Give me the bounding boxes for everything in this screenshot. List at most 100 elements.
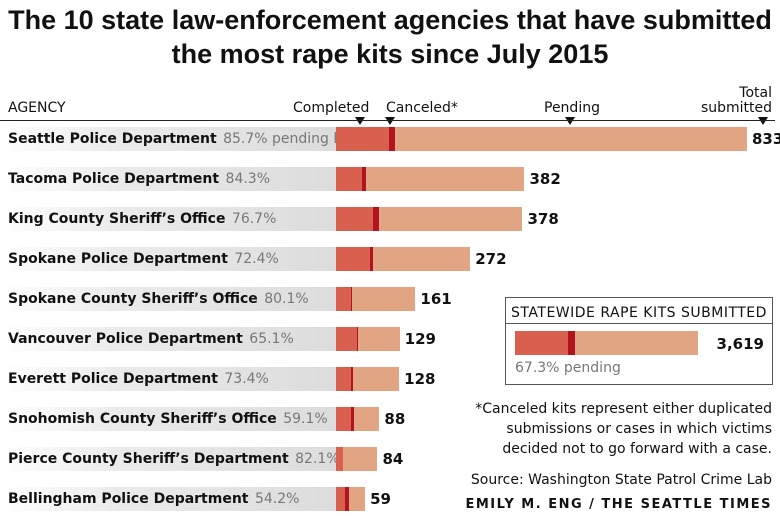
agency-name: Vancouver Police Department xyxy=(8,331,243,347)
label-background xyxy=(0,327,336,351)
completed-header: Completed xyxy=(293,100,370,116)
pending-segment xyxy=(343,447,378,471)
pending-segment xyxy=(379,207,523,231)
canceled-segment xyxy=(388,127,395,151)
statewide-divider xyxy=(506,323,772,324)
agency-name: King County Sheriff’s Office xyxy=(8,211,226,227)
chart-title-line-2: the most rape kits since July 2015 xyxy=(171,39,609,69)
canceled-header: Canceled* xyxy=(386,100,458,116)
total-value-label: 59 xyxy=(370,490,391,508)
pending-percent: 54.2% xyxy=(254,491,300,507)
total-value-label: 128 xyxy=(404,370,436,388)
pending-percent: 72.4% xyxy=(234,251,279,267)
agency-label: Pierce County Sheriff’s Department 82.1% xyxy=(8,447,340,471)
completed-segment xyxy=(336,367,352,391)
agency-name: Tacoma Police Department xyxy=(8,171,220,187)
completed-segment xyxy=(336,447,344,471)
statewide-box: STATEWIDE RAPE KITS SUBMITTED 3,619 67.3… xyxy=(505,297,773,385)
chart-title-line-1: The 10 state law-enforcement agencies th… xyxy=(8,5,772,35)
source-text: Source: Washington State Patrol Crime La… xyxy=(470,472,772,488)
completed-pointer-arrow xyxy=(355,117,365,125)
note-line-2: submissions or cases in which victims xyxy=(506,421,772,437)
agency-name: Bellingham Police Department xyxy=(8,491,249,507)
pending-segment xyxy=(358,327,400,351)
completed-segment xyxy=(336,167,363,191)
pending-pointer-arrow xyxy=(565,117,575,125)
label-background xyxy=(0,367,336,391)
canceled-segment xyxy=(345,487,350,511)
agency-column-header: AGENCY xyxy=(8,100,66,116)
canceled-segment xyxy=(356,327,359,351)
agency-name: Everett Police Department xyxy=(8,371,218,387)
label-background xyxy=(0,167,336,191)
agency-name: Spokane County Sheriff’s Office xyxy=(8,291,258,307)
label-background xyxy=(0,407,336,431)
agency-label: Vancouver Police Department 65.1% xyxy=(8,327,294,351)
pending-segment xyxy=(365,167,525,191)
statewide-total: 3,619 xyxy=(716,335,764,353)
note-line-1: *Canceled kits represent either duplicat… xyxy=(475,401,772,417)
pending-segment xyxy=(351,287,416,311)
agency-label: Snohomish County Sheriff’s Office 59.1% xyxy=(8,407,328,431)
agency-label: Seattle Police Department 85.7% pending … xyxy=(8,127,358,151)
statewide-canceled-segment xyxy=(568,331,575,355)
pending-header: Pending xyxy=(544,100,600,116)
label-background xyxy=(0,127,336,151)
pending-segment xyxy=(373,247,471,271)
total-value-label: 129 xyxy=(404,330,436,348)
pending-segment xyxy=(352,367,400,391)
pending-percent: 82.1% xyxy=(295,451,340,467)
completed-segment xyxy=(336,327,357,351)
total-header-line-1: Total xyxy=(739,85,772,101)
total-value-label: 272 xyxy=(475,250,507,268)
canceled-segment xyxy=(350,407,354,431)
canceled-pointer-arrow xyxy=(385,117,395,125)
total-pointer-arrow xyxy=(758,117,768,125)
agency-label: Tacoma Police Department 84.3% xyxy=(8,167,270,191)
pending-segment xyxy=(349,487,366,511)
statewide-title: STATEWIDE RAPE KITS SUBMITTED xyxy=(511,305,767,321)
agency-name: Snohomish County Sheriff’s Office xyxy=(8,411,277,427)
statewide-pending-segment xyxy=(574,331,698,355)
completed-segment xyxy=(336,127,389,151)
total-value-label: 84 xyxy=(382,450,404,468)
agency-name: Spokane Police Department xyxy=(8,251,228,267)
pending-percent: 65.1% xyxy=(249,331,294,347)
total-value-label: 833 xyxy=(752,130,780,148)
pending-segment xyxy=(394,127,747,151)
total-value-label: 378 xyxy=(527,210,559,228)
pending-percent: 80.1% xyxy=(264,291,309,307)
completed-segment xyxy=(336,487,346,511)
label-background xyxy=(0,287,336,311)
pending-percent: 85.7% pending kits xyxy=(223,131,359,147)
pending-percent: 73.4% xyxy=(224,371,269,387)
canceled-segment xyxy=(373,207,380,231)
label-background xyxy=(0,247,336,271)
credit-text: EMILY M. ENG / THE SEATTLE TIMES xyxy=(465,497,772,512)
total-header-line-2: submitted xyxy=(700,100,772,116)
pending-percent: 59.1% xyxy=(283,411,328,427)
agency-label: Spokane Police Department 72.4% xyxy=(8,247,279,271)
note-line-3: decided not to go forward with a case. xyxy=(502,441,772,457)
completed-segment xyxy=(336,207,373,231)
agency-name: Seattle Police Department xyxy=(8,131,217,147)
label-background xyxy=(0,487,336,511)
agency-label: Spokane County Sheriff’s Office 80.1% xyxy=(8,287,309,311)
statewide-pending-text: 67.3% pending xyxy=(515,360,621,376)
statewide-completed-segment xyxy=(515,331,569,355)
label-background xyxy=(0,207,336,231)
agency-label: King County Sheriff’s Office 76.7% xyxy=(8,207,276,231)
completed-segment xyxy=(336,247,370,271)
canceled-segment xyxy=(351,367,353,391)
completed-segment xyxy=(336,287,352,311)
agency-label: Everett Police Department 73.4% xyxy=(8,367,269,391)
agency-label: Bellingham Police Department 54.2% xyxy=(8,487,299,511)
total-value-label: 88 xyxy=(384,410,406,428)
pending-percent: 84.3% xyxy=(225,171,271,187)
total-value-label: 161 xyxy=(420,290,452,308)
pending-segment xyxy=(353,407,380,431)
canceled-segment xyxy=(362,167,366,191)
agency-name: Pierce County Sheriff’s Department xyxy=(8,451,289,467)
canceled-segment xyxy=(369,247,373,271)
total-value-label: 382 xyxy=(529,170,561,188)
